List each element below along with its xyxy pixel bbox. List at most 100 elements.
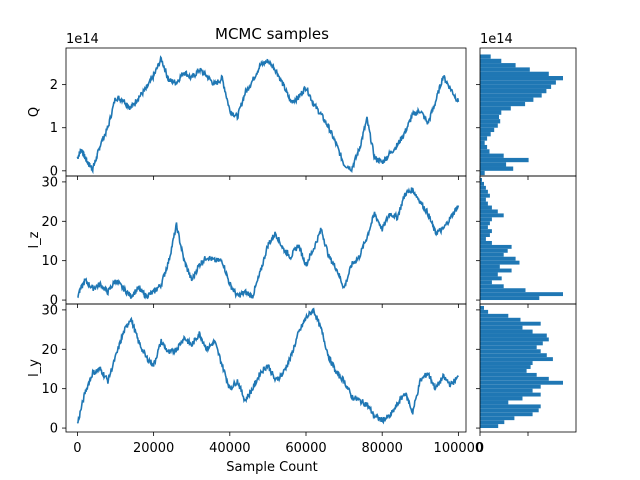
y-tick-label: 0 (50, 164, 58, 179)
hist-bar-q (480, 136, 488, 141)
hist-bar-l-y (480, 313, 509, 318)
hist-bar-l-z (480, 292, 563, 297)
hist-x-tick-label: 0 (476, 441, 484, 456)
hist-bar-l-z (480, 276, 502, 281)
hist-bar-q (480, 63, 516, 68)
hist-bar-l-z (480, 264, 500, 269)
hist-bar-l-z (480, 288, 526, 293)
hist-bar-q (480, 93, 542, 98)
hist-bar-l-y (480, 321, 541, 326)
hist-bar-q (480, 144, 488, 150)
hist-bar-l-z (480, 197, 486, 202)
x-tick-label: 0 (73, 441, 81, 456)
y-tick-label: 0 (50, 422, 58, 437)
hist-bar-l-z (480, 181, 484, 186)
hist-bar-l-y (480, 408, 539, 413)
hist-bar-l-z (480, 272, 498, 277)
hist-bar-q (480, 119, 501, 124)
y-tick-label: 2 (50, 78, 58, 93)
hist-bar-l-z (480, 233, 490, 238)
hist-bar-q (480, 157, 529, 163)
panel-q: 0 1 2 Q 1e14 1e14 (27, 32, 577, 180)
hist-bar-l-y (480, 380, 563, 385)
hist-bar-l-y (480, 404, 541, 409)
hist-bar-l-y (480, 361, 533, 366)
hist-bar-q (480, 132, 491, 137)
hist-bar-l-y (480, 412, 533, 417)
hist-bar-q (480, 76, 563, 81)
hist-bar-l-z (480, 237, 486, 241)
hist-offset-text: 1e14 (480, 32, 513, 47)
y-tick-label: 20 (41, 215, 58, 230)
hist-bar-l-z (480, 189, 488, 194)
hist-bar-q (480, 114, 499, 120)
hist-bar-l-z (480, 185, 486, 190)
hist-bar-q (480, 149, 490, 154)
hist-bar-l-y (480, 325, 523, 330)
trace-l-z (76, 187, 460, 300)
hist-bar-q (480, 67, 530, 72)
hist-bar-l-z (480, 201, 488, 206)
x-tick-label: 60000 (285, 441, 326, 456)
axes-frame-q (65, 47, 467, 177)
hist-bar-l-z (480, 256, 516, 261)
x-tick-label: 80000 (362, 441, 403, 456)
hist-bar-l-y (480, 388, 533, 393)
hist-bar-l-y (480, 337, 549, 342)
hist-bar-q (480, 71, 549, 77)
hist-bar-l-z (480, 296, 540, 301)
hist-bar-q (480, 54, 491, 59)
x-axis-label: Sample Count (226, 460, 317, 475)
hist-bar-l-z (480, 248, 508, 253)
hist-bar-l-z (480, 225, 488, 230)
hist-bar-q (480, 106, 511, 111)
hist-bar-q (480, 80, 556, 85)
hist-bar-l-z (480, 229, 492, 234)
hist-bar-l-z (480, 284, 504, 289)
x-tick-label: 20000 (133, 441, 174, 456)
hist-bar-l-y (480, 341, 543, 346)
hist-bar-l-y (480, 365, 531, 369)
hist-bar-q (480, 127, 495, 133)
hist-bar-l-z (480, 221, 490, 226)
hist-bar-l-y (480, 384, 541, 389)
hist-bar-l-y (480, 333, 547, 338)
hist-bar-q (480, 123, 498, 128)
hist-bar-l-z (480, 280, 492, 285)
hist-bar-q (480, 84, 552, 89)
offset-text: 1e14 (66, 32, 99, 47)
hist-bar-q (480, 58, 502, 64)
hist-bar-l-z (480, 193, 490, 198)
y-tick-label: 10 (41, 382, 58, 397)
trace-l-y (76, 307, 460, 425)
hist-bar-l-z (480, 260, 520, 265)
hist-bar-q (480, 166, 514, 171)
trace-q (76, 55, 460, 175)
y-axis-label-l-z: l_z (27, 231, 42, 248)
hist-bar-l-z (480, 217, 492, 222)
chart-title: MCMC samples (215, 25, 329, 43)
hist-bar-l-y (480, 368, 527, 373)
y-tick-label: 30 (41, 303, 58, 318)
hist-bar-q (480, 140, 485, 145)
panel-l-z: 0 10 20 30 l_z (27, 175, 577, 309)
y-tick-label: 0 (50, 294, 58, 309)
hist-bar-l-y (480, 400, 509, 405)
x-tick-label: 40000 (209, 441, 250, 456)
hist-bar-l-z (480, 268, 512, 273)
hist-bar-l-y (480, 420, 505, 425)
y-axis-label-l-y: l_y (27, 359, 42, 377)
hist-bar-l-y (480, 317, 521, 322)
hist-bar-q (480, 170, 485, 176)
hist-bar-l-z (480, 205, 492, 210)
hist-bar-q (480, 88, 547, 94)
hist-bar-l-z (480, 213, 504, 218)
hist-bar-q (480, 153, 504, 158)
hist-bar-l-z (480, 240, 492, 245)
hist-bar-q (480, 101, 526, 107)
y-tick-label: 30 (41, 175, 58, 190)
y-tick-label: 1 (50, 121, 58, 136)
hist-bar-q (480, 162, 507, 167)
